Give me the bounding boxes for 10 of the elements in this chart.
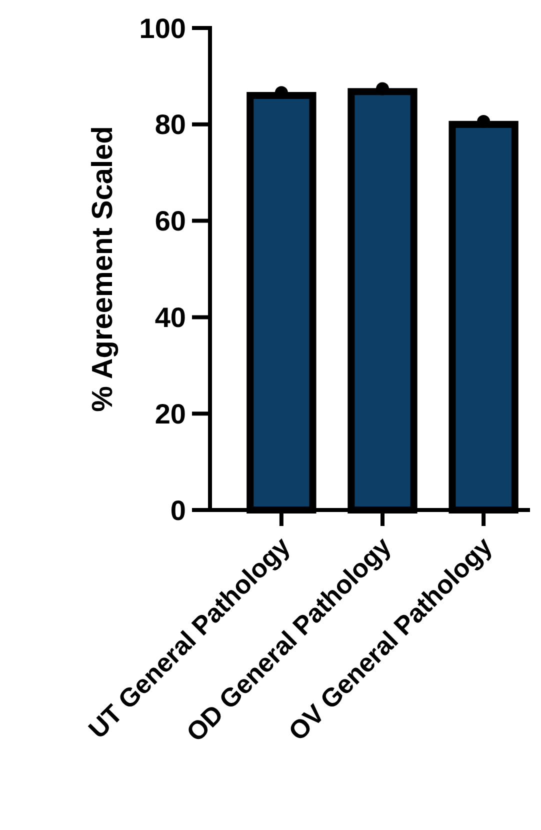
y-tick-label: 20	[154, 398, 186, 430]
point	[376, 82, 389, 96]
y-axis-title: % Agreement Scaled	[87, 126, 119, 412]
y-tick-label: 40	[154, 302, 186, 333]
y-tick-label: 60	[154, 206, 186, 237]
y-tick-label: 100	[139, 12, 186, 44]
point	[274, 86, 288, 100]
point	[477, 115, 490, 128]
y-tick-label: 80	[154, 109, 186, 140]
y-tick-label: 0	[170, 494, 186, 526]
